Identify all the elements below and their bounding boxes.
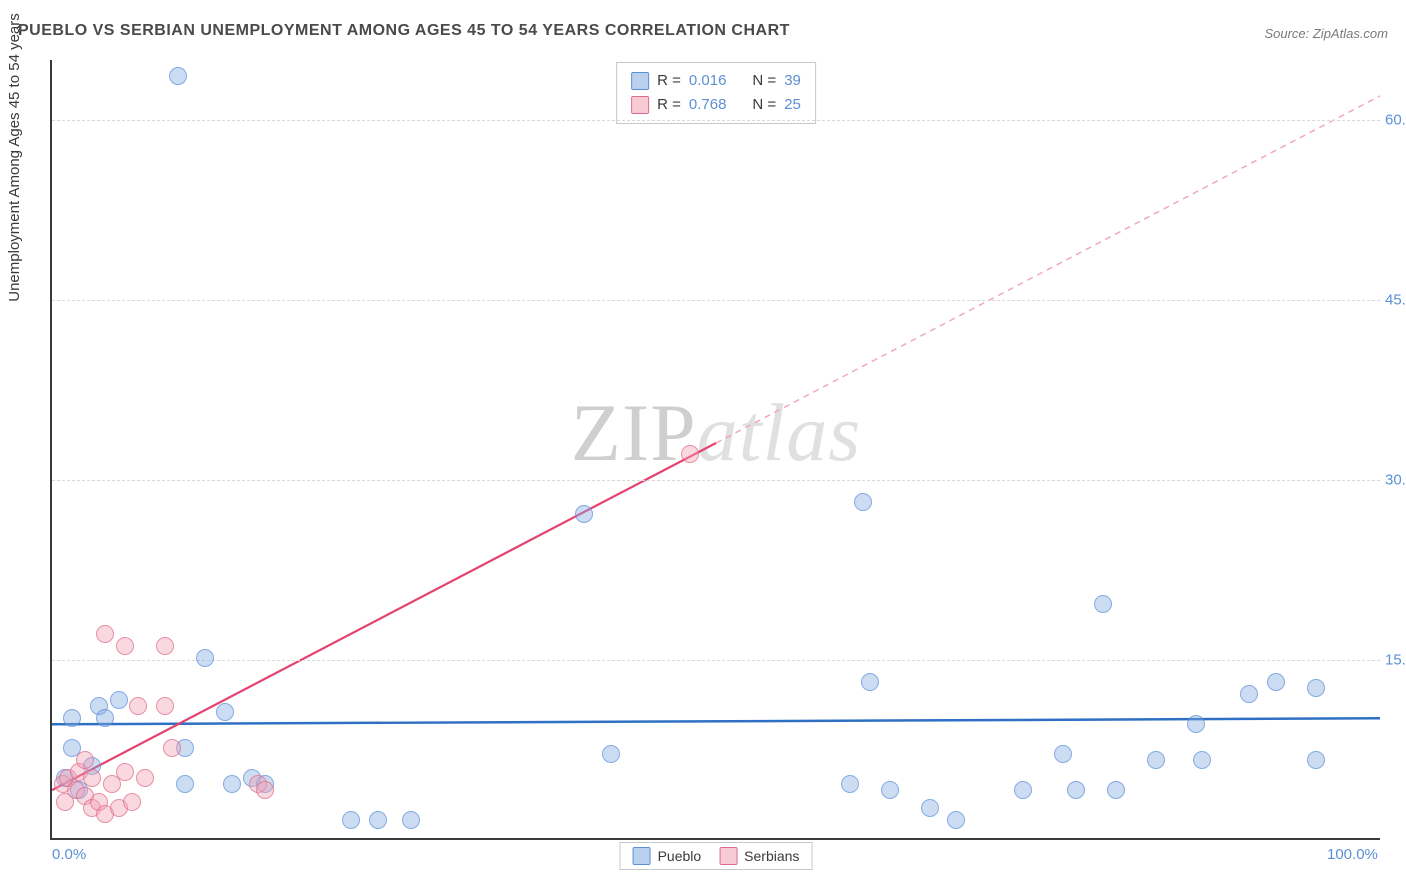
data-point xyxy=(1307,679,1325,697)
legend-row: R = 0.768 N = 25 xyxy=(631,93,801,117)
legend-row: R = 0.016 N = 39 xyxy=(631,69,801,93)
correlation-legend: R = 0.016 N = 39 R = 0.768 N = 25 xyxy=(616,62,816,124)
y-tick-label: 30.0% xyxy=(1385,472,1406,489)
watermark-zip: ZIP xyxy=(571,387,697,478)
data-point xyxy=(156,637,174,655)
data-point xyxy=(602,745,620,763)
legend-series-label: Pueblo xyxy=(658,848,702,864)
data-point xyxy=(841,775,859,793)
x-tick-label: 0.0% xyxy=(52,846,86,863)
source-link[interactable]: ZipAtlas.com xyxy=(1313,26,1388,41)
legend-n-label: N = xyxy=(752,69,776,93)
chart-title: PUEBLO VS SERBIAN UNEMPLOYMENT AMONG AGE… xyxy=(18,22,790,40)
legend-n-value: 39 xyxy=(784,69,801,93)
data-point xyxy=(96,625,114,643)
data-point xyxy=(116,637,134,655)
data-point xyxy=(63,709,81,727)
data-point xyxy=(681,445,699,463)
data-point xyxy=(1267,673,1285,691)
y-axis-label: Unemployment Among Ages 45 to 54 years xyxy=(6,13,23,302)
data-point xyxy=(1014,781,1032,799)
legend-r-value: 0.768 xyxy=(689,93,727,117)
legend-swatch xyxy=(631,96,649,114)
data-point xyxy=(83,769,101,787)
data-point xyxy=(129,697,147,715)
data-point xyxy=(1067,781,1085,799)
source-credit: Source: ZipAtlas.com xyxy=(1264,26,1388,41)
data-point xyxy=(947,811,965,829)
y-tick-label: 45.0% xyxy=(1385,292,1406,309)
data-point xyxy=(1240,685,1258,703)
data-point xyxy=(110,691,128,709)
series-legend: Pueblo Serbians xyxy=(620,842,813,870)
data-point xyxy=(1193,751,1211,769)
y-tick-label: 15.0% xyxy=(1385,652,1406,669)
data-point xyxy=(216,703,234,721)
data-point xyxy=(402,811,420,829)
legend-swatch xyxy=(633,847,651,865)
data-point xyxy=(854,493,872,511)
data-point xyxy=(1094,595,1112,613)
data-point xyxy=(163,739,181,757)
data-point xyxy=(1187,715,1205,733)
data-point xyxy=(1107,781,1125,799)
data-point xyxy=(76,751,94,769)
x-tick-label: 100.0% xyxy=(1327,846,1378,863)
data-point xyxy=(96,709,114,727)
data-point xyxy=(196,649,214,667)
gridline xyxy=(52,300,1380,301)
data-point xyxy=(369,811,387,829)
legend-n-value: 25 xyxy=(784,93,801,117)
watermark: ZIPatlas xyxy=(571,386,861,480)
legend-swatch xyxy=(719,847,737,865)
data-point xyxy=(881,781,899,799)
watermark-atlas: atlas xyxy=(697,387,861,478)
legend-item: Serbians xyxy=(719,847,799,865)
data-point xyxy=(136,769,154,787)
data-point xyxy=(921,799,939,817)
data-point xyxy=(1147,751,1165,769)
legend-item: Pueblo xyxy=(633,847,702,865)
legend-r-label: R = xyxy=(657,93,681,117)
legend-r-value: 0.016 xyxy=(689,69,727,93)
trendlines-svg xyxy=(52,60,1380,838)
data-point xyxy=(223,775,241,793)
gridline xyxy=(52,120,1380,121)
scatter-plot-area: ZIPatlas R = 0.016N = 39R = 0.768N = 25 … xyxy=(50,60,1380,840)
legend-series-label: Serbians xyxy=(744,848,799,864)
gridline xyxy=(52,660,1380,661)
data-point xyxy=(169,67,187,85)
legend-n-label: N = xyxy=(752,93,776,117)
y-tick-label: 60.0% xyxy=(1385,112,1406,129)
data-point xyxy=(176,775,194,793)
data-point xyxy=(1307,751,1325,769)
legend-r-label: R = xyxy=(657,69,681,93)
data-point xyxy=(1054,745,1072,763)
source-prefix: Source: xyxy=(1264,26,1312,41)
data-point xyxy=(116,763,134,781)
data-point xyxy=(575,505,593,523)
gridline xyxy=(52,480,1380,481)
legend-swatch xyxy=(631,72,649,90)
data-point xyxy=(861,673,879,691)
data-point xyxy=(342,811,360,829)
data-point xyxy=(156,697,174,715)
data-point xyxy=(123,793,141,811)
data-point xyxy=(256,781,274,799)
